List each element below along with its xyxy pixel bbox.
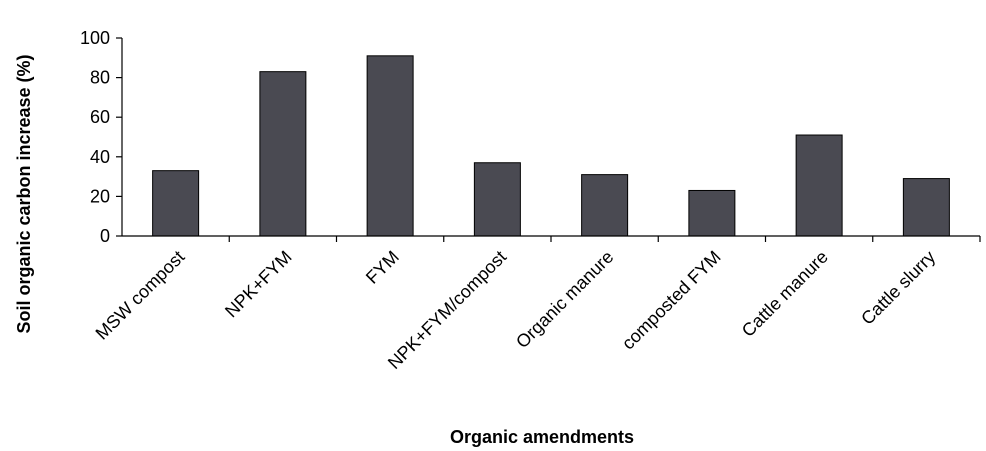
y-tick-label: 40 <box>90 147 110 167</box>
y-tick-label: 0 <box>100 226 110 246</box>
x-category-label: MSW compost <box>92 247 189 344</box>
y-tick-label: 100 <box>80 28 110 48</box>
bar-fym <box>366 55 414 237</box>
x-category-label: Organic manure <box>512 247 617 352</box>
bar-msw-compost <box>152 170 200 237</box>
x-category-label: NPK+FYM/compost <box>384 247 510 373</box>
bar-organic-manure <box>581 174 629 237</box>
y-tick-label: 20 <box>90 186 110 206</box>
bar-npk-fym <box>259 71 307 237</box>
bar-cattle-slurry <box>902 178 950 237</box>
x-category-label: composted FYM <box>618 247 725 354</box>
x-category-label: Cattle slurry <box>857 247 939 329</box>
x-category-label: FYM <box>362 247 403 288</box>
bar-cattle-manure <box>795 134 843 237</box>
y-tick-label: 80 <box>90 68 110 88</box>
y-tick-label: 60 <box>90 107 110 127</box>
y-axis-ticks: 0 20 40 60 80 100 <box>80 28 122 246</box>
bar-npk-fym-compost <box>473 162 521 237</box>
x-category-label: Cattle manure <box>738 247 832 341</box>
y-axis-title: Soil organic carbon increase (%) <box>14 54 34 333</box>
bar-composted-fym <box>688 189 736 237</box>
x-category-label: NPK+FYM <box>221 247 296 322</box>
x-axis-title: Organic amendments <box>450 427 634 447</box>
bars <box>152 55 950 237</box>
